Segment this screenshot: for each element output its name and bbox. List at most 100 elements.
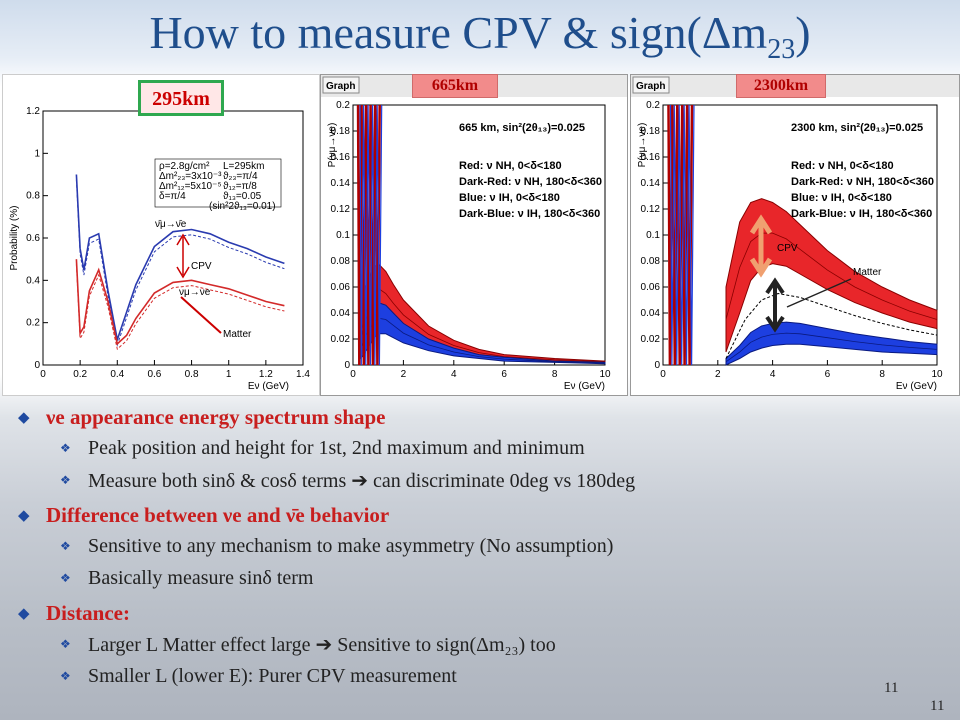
c1-y-tick-label: 1	[34, 148, 40, 159]
c2-low-e-blue-oscillation	[359, 104, 383, 366]
c3-matter-arrow-heads	[765, 277, 785, 333]
c3-x-tick-label: 4	[770, 369, 776, 380]
c1-param-label: Δm²₁₂=5x10⁻⁵	[159, 181, 222, 192]
c3-y-tick-label: 0.12	[641, 204, 661, 215]
c1-param-label: ρ=2.8g/cm²	[159, 161, 210, 172]
c3-dashed-curve	[725, 292, 938, 359]
c2-legend-entry-3: Blue: ν IH, 0<δ<180	[459, 192, 560, 204]
c1-matter-arrow	[180, 296, 222, 334]
c1-x-tick-label: 0	[40, 369, 46, 380]
c3-cpv-label: CPV	[777, 243, 798, 254]
c2-y-tick-label: 0.06	[331, 282, 351, 293]
c1-x-tick-label: 1.2	[259, 369, 273, 380]
c3-band-blue	[725, 321, 938, 366]
c1-series-line-1	[75, 259, 285, 346]
c3-x-tick-label: 10	[931, 369, 943, 380]
c2-x-tick-label: 2	[401, 369, 407, 380]
c1-antinu-label: ν̄μ→ν̄e	[155, 219, 187, 230]
c3-x-tick-label: 0	[660, 369, 666, 380]
c3-band-mid-red	[725, 232, 938, 320]
c1-x-tick-label: 0.8	[185, 369, 199, 380]
c1-y-tick-label: 0	[34, 360, 40, 371]
diamond-bullet-icon: ◆	[18, 507, 30, 524]
c1-nu-label: νμ→νe	[179, 287, 211, 298]
chart-2300km-svg: Graph 0 2 4 6 8 10 0 0.02 0.04 0.06 0.08 0.1 0.12 0.14…	[631, 75, 959, 392]
c1-x-tick-label: 1	[226, 369, 232, 380]
chart-295km-svg: 0 0.2 0.4 0.6 0.8 1 1.2 1.4 0 0.2 0.4 0.6 0.8 1 1.2 Pro…	[9, 106, 310, 392]
c3-matter-label: Matter	[853, 267, 882, 278]
tag-2300km: 2300km	[736, 74, 826, 98]
c3-y-tick-label: 0.06	[641, 282, 661, 293]
c1-series-dashed-0	[75, 179, 285, 347]
sub-bullet-3-1: ❖ Larger L Matter effect large ➔ Sensitiv…	[60, 633, 556, 656]
c1-x-tick-label: 0.4	[110, 369, 124, 380]
c3-y-tick-label: 0.18	[641, 126, 661, 137]
c1-param-label: ϑ₁₂=π/8	[223, 181, 257, 192]
c3-y-tick-label: 0.16	[641, 152, 661, 163]
c2-legend-entry-1: Red: ν NH, 0<δ<180	[459, 160, 562, 172]
page-number: 11	[884, 680, 899, 696]
c1-x-axis-label: Eν (GeV)	[248, 381, 289, 392]
c2-band-blue	[360, 302, 606, 365]
sub-bullet-2-1: ❖ Sensitive to any mechanism to make asym…	[60, 534, 614, 557]
c2-x-axis-label: Eν (GeV)	[564, 381, 605, 392]
c2-x-tick-label: 8	[552, 369, 558, 380]
diamond-bullet-icon: ◆	[18, 605, 30, 622]
clover-bullet-icon: ❖	[60, 668, 71, 683]
c3-x-tick-label: 8	[879, 369, 885, 380]
sub-bullet-3-2: ❖ Smaller L (lower E): Purer CPV measurem…	[60, 664, 457, 687]
tag-295km: 295km	[138, 80, 224, 116]
c3-low-e-blue-oscillation	[669, 104, 695, 366]
bullet-1: ◆ νe appearance energy spectrum shape	[18, 404, 386, 429]
c3-y-tick-label: 0.1	[646, 230, 660, 241]
sub-bullet-1-2: ❖ Measure both sinδ & cosδ terms ➔ can di…	[60, 469, 636, 492]
c2-legend-entry-0: 665 km, sin²(2θ₁₃)=0.025	[459, 122, 585, 134]
chart-665km: Graph 0 2 4 6 8 10 0 0.02 0.04 0.06 0.08 0.1 0.12 0.14…	[320, 74, 628, 396]
bullet-list: ◆ νe appearance energy spectrum shape ❖ Pe…	[18, 398, 918, 692]
c3-x-tick-label: 2	[715, 369, 721, 380]
page-number-corner: 11	[930, 698, 945, 714]
c3-header-label: Graph	[636, 81, 665, 92]
c2-header-button	[322, 76, 360, 94]
c3-y-tick-label: 0.04	[641, 308, 661, 319]
c3-legend-entry-4: Dark-Blue: ν IH, 180<δ<360	[791, 208, 932, 220]
c2-band-red	[360, 262, 606, 363]
c1-x-tick-label: 0.6	[147, 369, 161, 380]
c3-band-mid-blue	[725, 332, 938, 363]
c2-header-label: Graph	[326, 81, 355, 92]
sub-bullet-1-1: ❖ Peak position and height for 1st, 2nd m…	[60, 436, 585, 459]
c1-series-line-0	[75, 174, 285, 343]
c1-param-label: δ=π/4	[159, 191, 186, 202]
c3-y-axis-label: P(νμ→νe)	[637, 123, 648, 168]
clover-bullet-icon: ❖	[60, 570, 71, 585]
c2-legend-entry-4: Dark-Blue: ν IH, 180<δ<360	[459, 208, 600, 220]
c3-legend-entry-1: Red: ν NH, 0<δ<180	[791, 160, 894, 172]
bullet-3: ◆ Distance:	[18, 600, 130, 625]
chart-2300km: Graph 0 2 4 6 8 10 0 0.02 0.04 0.06 0.08 0.1 0.12 0.14…	[630, 74, 960, 396]
clover-bullet-icon: ❖	[60, 440, 71, 455]
c1-x-tick-label: 0.2	[73, 369, 87, 380]
c2-x-tick-label: 10	[599, 369, 611, 380]
c1-param-label: Δm²₂₃=3x10⁻³	[159, 171, 222, 182]
c1-plot-frame	[42, 110, 304, 366]
c1-y-tick-label: 0.6	[26, 233, 40, 244]
c1-matter-label: Matter	[223, 329, 252, 340]
c2-y-tick-label: 0	[344, 360, 350, 371]
c3-legend-entry-3: Blue: ν IH, 0<δ<180	[791, 192, 892, 204]
c1-cpv-label: CPV	[191, 261, 212, 272]
c3-cpv-arrow-heads	[749, 214, 773, 278]
c3-y-tick-label: 0.02	[641, 334, 661, 345]
c3-y-tick-label: 0.2	[646, 100, 660, 111]
c3-x-axis-label: Eν (GeV)	[896, 381, 937, 392]
c2-x-tick-label: 4	[451, 369, 457, 380]
clover-bullet-icon: ❖	[60, 472, 71, 487]
c1-cpv-arrow-heads	[176, 233, 190, 279]
c2-y-tick-label: 0.2	[336, 100, 350, 111]
c3-matter-pointer	[786, 278, 852, 308]
sub-bullet-2-2: ❖ Basically measure sinδ term	[60, 566, 314, 589]
chart-295km: 0 0.2 0.4 0.6 0.8 1 1.2 1.4 0 0.2 0.4 0.6 0.8 1 1.2 Pro…	[2, 74, 320, 396]
clover-bullet-icon: ❖	[60, 636, 71, 651]
c2-legend-entry-2: Dark-Red: ν NH, 180<δ<360	[459, 176, 602, 188]
c1-y-axis-label: Probability (%)	[9, 205, 20, 270]
c1-param-label: L=295km	[223, 161, 264, 172]
